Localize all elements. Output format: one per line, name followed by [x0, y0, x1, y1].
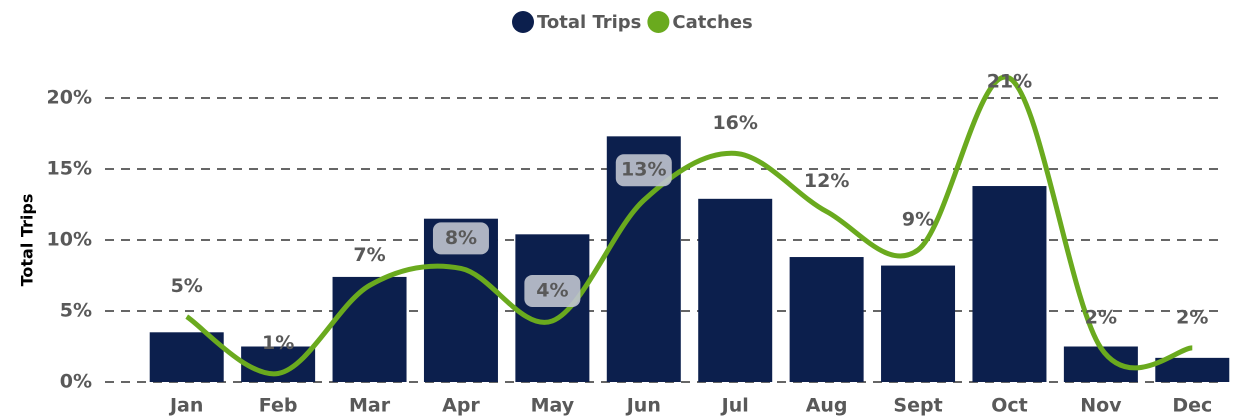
- bar: [1155, 357, 1230, 382]
- x-tick-label: Jan: [168, 395, 203, 417]
- x-tick-label: Jun: [625, 395, 661, 417]
- bar: [881, 265, 956, 382]
- data-label: 1%: [262, 332, 294, 354]
- y-axis-title: Total Trips: [18, 194, 37, 287]
- line: [185, 74, 1193, 377]
- data-label: 13%: [621, 159, 666, 181]
- legend-marker: [512, 11, 534, 33]
- x-tick-label: May: [531, 395, 575, 417]
- legend-marker: [647, 11, 670, 33]
- legend-label: Total Trips: [537, 12, 641, 33]
- y-tick-label: 10%: [47, 229, 92, 251]
- data-label-box: [524, 274, 581, 307]
- x-tick-label: Sept: [893, 395, 942, 417]
- data-label: 21%: [987, 71, 1032, 93]
- x-tick-label: Mar: [349, 395, 391, 417]
- x-tick-label: Aug: [806, 395, 848, 417]
- y-tick-label: 0%: [60, 371, 92, 393]
- y-tick-label: 5%: [60, 300, 92, 322]
- data-label-box: [432, 222, 489, 255]
- bar: [241, 346, 316, 382]
- x-tick-label: Jul: [720, 395, 749, 417]
- data-label: 7%: [353, 244, 385, 266]
- x-tick-label: Nov: [1080, 395, 1122, 417]
- y-tick-label: 15%: [47, 158, 92, 180]
- data-label: 9%: [902, 208, 934, 230]
- y-tick-label: 20%: [47, 87, 92, 109]
- data-label: 8%: [445, 227, 477, 249]
- bar: [698, 198, 773, 382]
- data-label: 12%: [804, 170, 849, 192]
- x-tick-label: Apr: [442, 395, 480, 417]
- bar: [332, 276, 407, 382]
- x-tick-label: Oct: [991, 395, 1028, 417]
- legend-label: Catches: [672, 12, 752, 33]
- bar: [515, 234, 590, 382]
- data-label: 4%: [536, 279, 568, 301]
- data-label: 5%: [171, 275, 203, 297]
- data-label: 2%: [1085, 306, 1117, 328]
- bar: [972, 186, 1047, 382]
- data-label: 16%: [712, 112, 757, 134]
- data-label: 2%: [1176, 306, 1208, 328]
- x-tick-label: Dec: [1172, 395, 1212, 417]
- bar: [789, 257, 864, 382]
- data-label-box: [615, 154, 672, 187]
- x-tick-label: Feb: [259, 395, 298, 417]
